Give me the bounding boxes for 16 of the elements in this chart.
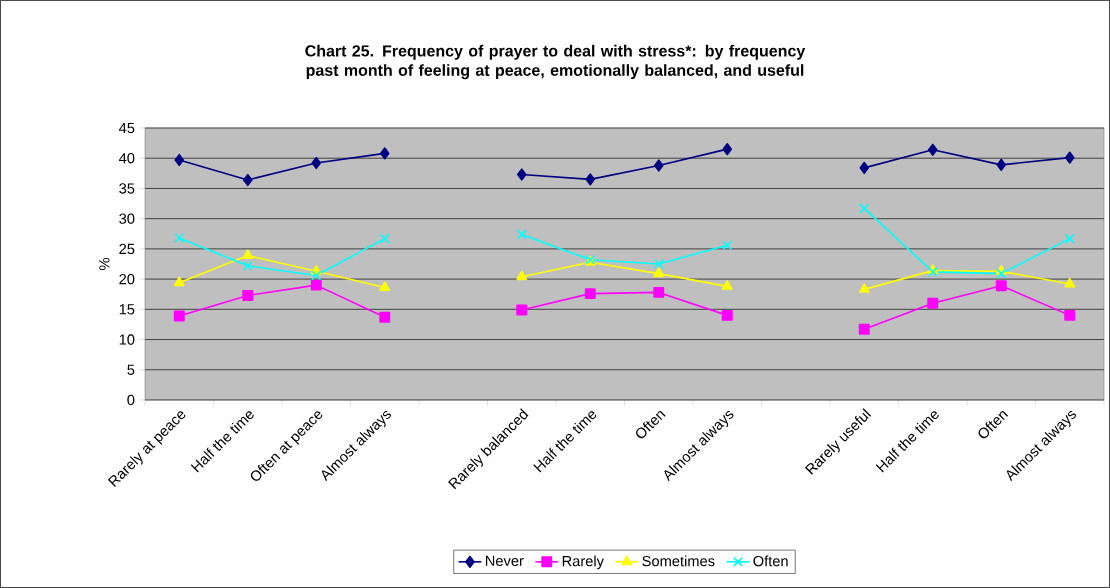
y-tick-label: 40 — [118, 153, 135, 164]
y-tick-label: 10 — [119, 334, 135, 345]
y-tick-label: 20 — [119, 273, 135, 285]
chart-title: Chart 25. Frequency of prayer to deal with stress*: by frequency past month of feeling at peace, emotionally balanced, and useful — [305, 44, 806, 80]
y-tick-label: 35 — [119, 183, 135, 194]
legend-label: Often — [753, 555, 788, 567]
legend-label: Never — [485, 555, 524, 567]
y-tick-label: 25 — [119, 243, 135, 255]
y-tick-label: 0 — [127, 394, 135, 406]
y-tick-label: 5 — [127, 364, 135, 375]
y-tick-label: 45 — [118, 122, 135, 134]
y-tick-label: 30 — [119, 213, 135, 224]
legend-label: Sometimes — [642, 555, 715, 567]
y-tick-label: 15 — [119, 304, 135, 315]
legend-label: Rarely — [562, 555, 604, 570]
y-axis-title: % — [99, 258, 110, 270]
